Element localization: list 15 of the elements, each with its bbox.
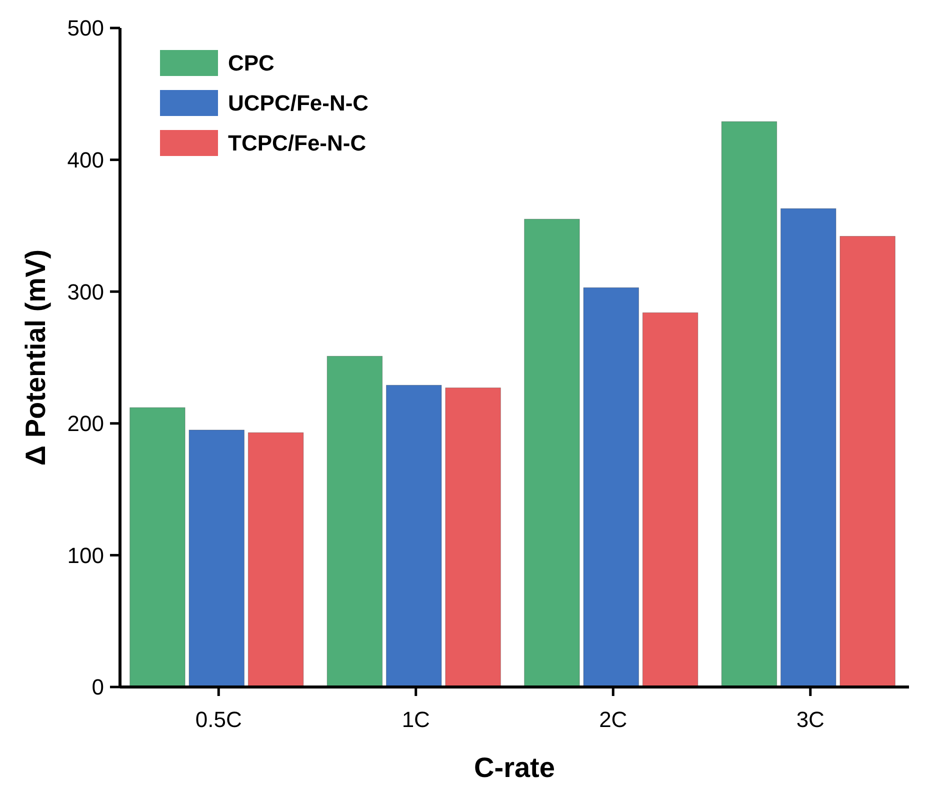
- legend-label: TCPC/Fe-N-C: [228, 130, 366, 156]
- legend-label: CPC: [228, 50, 275, 76]
- x-tick-label: 0.5C: [195, 707, 242, 732]
- x-tick-label: 2C: [599, 707, 628, 732]
- legend-label: UCPC/Fe-N-C: [228, 90, 369, 116]
- x-tick-label: 3C: [796, 707, 825, 732]
- y-tick-label: 100: [67, 542, 104, 568]
- y-axis-title: Δ Potential (mV): [20, 249, 51, 466]
- y-tick-label: 500: [67, 16, 104, 41]
- x-tick-label: 1C: [402, 707, 430, 732]
- y-tick-label: 300: [67, 279, 104, 304]
- x-axis-title: C-rate: [474, 752, 555, 783]
- y-tick-label: 0: [92, 674, 104, 700]
- y-tick-label: 200: [67, 411, 104, 436]
- y-tick-label: 400: [67, 148, 104, 172]
